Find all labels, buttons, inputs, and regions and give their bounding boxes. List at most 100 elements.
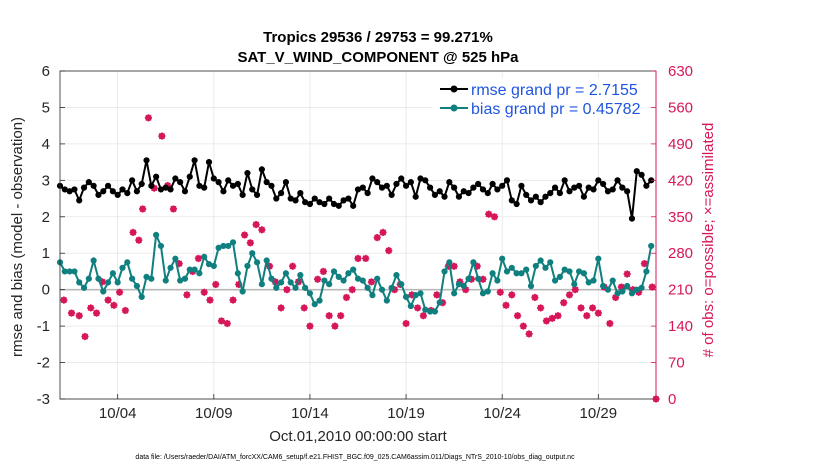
- bias-point: [100, 288, 107, 295]
- obs-marker-ring: [93, 309, 100, 317]
- y-tick-label: 5: [42, 99, 50, 116]
- rmse-point: [133, 188, 141, 195]
- rmse-point: [402, 182, 410, 189]
- bias-point: [378, 286, 386, 293]
- obs-marker: [104, 296, 112, 304]
- bias-point: [76, 279, 83, 286]
- rmse-point: [422, 177, 429, 184]
- rmse-point: [76, 197, 83, 204]
- y-right-tick-label: 350: [668, 209, 693, 226]
- bias-point: [253, 259, 261, 266]
- bias-point: [383, 297, 390, 304]
- rmse-point: [148, 182, 155, 189]
- obs-marker: [289, 262, 297, 270]
- rmse-point: [306, 200, 314, 208]
- rmse-point: [575, 182, 583, 189]
- bias-point: [527, 282, 535, 290]
- obs-marker: [402, 319, 410, 328]
- rmse-point: [547, 189, 554, 197]
- rmse-point: [436, 188, 443, 195]
- obs-marker: [548, 314, 556, 322]
- obs-marker: [525, 330, 533, 338]
- bias-point: [90, 257, 97, 264]
- rmse-point: [282, 179, 290, 186]
- obs-marker-ring: [508, 291, 516, 299]
- axis-ticks: -3-2-10123456070140210280350420490560630…: [37, 63, 693, 422]
- bias-point: [436, 299, 443, 306]
- obs-marker-ring: [560, 299, 567, 306]
- rmse-point: [489, 180, 496, 188]
- obs-marker: [314, 275, 322, 283]
- y-tick-label: 2: [42, 209, 50, 226]
- x-tick-label: 10/04: [99, 405, 137, 422]
- rmse-point: [595, 177, 602, 184]
- y-right-tick-label: 560: [668, 99, 693, 116]
- obs-marker-ring: [76, 312, 83, 319]
- bias-point: [210, 262, 217, 270]
- bias-point: [287, 279, 294, 286]
- obs-marker: [588, 304, 597, 312]
- rmse-point: [205, 159, 213, 166]
- rmse-point: [624, 188, 631, 195]
- chart-title: Tropics 29536 / 29753 = 99.271%: [263, 29, 493, 46]
- bias-point: [551, 277, 559, 284]
- bias-point: [273, 284, 280, 291]
- rmse-point: [143, 157, 150, 164]
- obs-marker-ring: [450, 263, 458, 270]
- bias-point: [604, 286, 612, 293]
- obs-marker-ring: [300, 304, 308, 312]
- bias-point: [402, 293, 410, 301]
- rmse-point: [494, 186, 501, 193]
- bias-point: [71, 268, 78, 275]
- rmse-point: [532, 193, 539, 200]
- obs-marker-ring: [158, 132, 166, 140]
- obs-marker: [212, 280, 220, 289]
- bias-point: [648, 242, 655, 250]
- bias-point: [407, 302, 414, 310]
- y-tick-label: 1: [42, 245, 50, 262]
- obs-marker: [319, 267, 327, 276]
- bias-series-line: [59, 231, 653, 313]
- rmse-point: [518, 182, 525, 189]
- bias-point: [417, 290, 424, 297]
- obs-marker-ring: [306, 322, 314, 330]
- y-right-tick-label: 630: [668, 63, 693, 80]
- rmse-point: [383, 182, 390, 189]
- obs-marker: [537, 304, 545, 312]
- obs-marker: [229, 296, 237, 304]
- y-tick-label: 3: [42, 172, 50, 189]
- obs-marker-ring: [320, 268, 327, 275]
- y-right-tick-label: 70: [668, 355, 685, 372]
- rmse-point: [388, 191, 395, 199]
- bias-point: [268, 275, 275, 282]
- bias-point: [263, 257, 270, 264]
- rmse-point: [234, 180, 241, 188]
- bias-point: [359, 277, 366, 284]
- rmse-point: [297, 189, 304, 197]
- y-axis-right-label: # of obs: o=possible; ×=assimilated: [700, 123, 717, 358]
- bias-point: [330, 268, 338, 275]
- rmse-point: [90, 182, 97, 189]
- rmse-point: [326, 195, 333, 202]
- rmse-point: [220, 188, 227, 195]
- rmse-point: [71, 186, 78, 193]
- rmse-point: [451, 184, 458, 191]
- obs-marker-ring: [229, 296, 237, 304]
- obs-marker-ring: [183, 291, 191, 299]
- obs-marker-ring: [379, 229, 387, 236]
- rmse-point: [441, 193, 448, 200]
- obs-marker-ring: [195, 255, 202, 262]
- rmse-point: [484, 189, 491, 197]
- rmse-point: [249, 186, 256, 193]
- obs-marker: [200, 288, 208, 296]
- rmse-point: [580, 193, 588, 200]
- obs-marker-ring: [206, 296, 214, 304]
- rmse-point: [619, 184, 626, 191]
- obs-marker: [300, 304, 308, 312]
- bias-point: [234, 270, 241, 277]
- rmse-point: [566, 188, 573, 195]
- obs-marker: [385, 247, 393, 255]
- obs-marker: [496, 288, 504, 296]
